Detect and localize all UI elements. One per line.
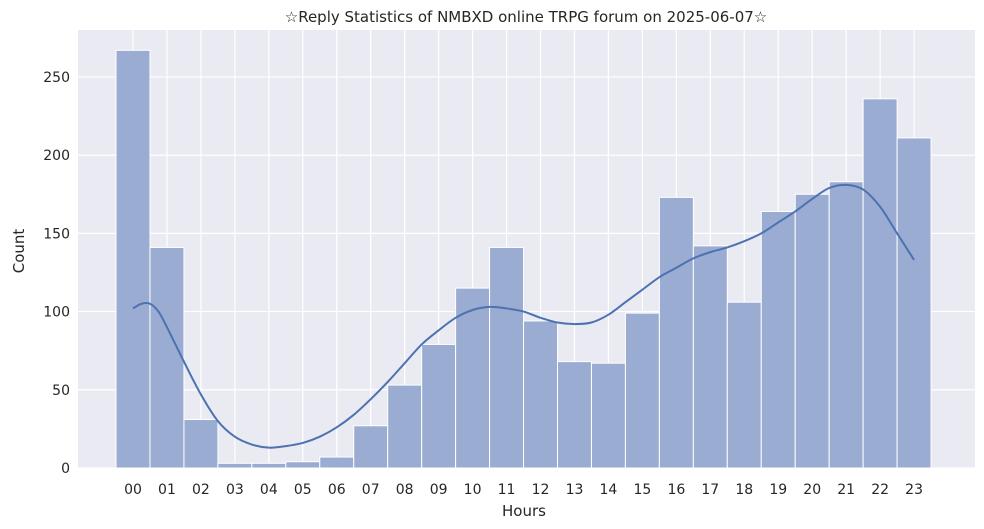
x-tick-label: 05 — [294, 482, 312, 498]
histogram-bar — [828, 181, 864, 469]
x-tick-label: 10 — [464, 482, 482, 498]
histogram-bar — [285, 461, 321, 469]
histogram-bar — [692, 245, 728, 469]
x-tick-label: 03 — [226, 482, 244, 498]
histogram-bar — [726, 301, 762, 469]
histogram-bar — [319, 456, 355, 469]
kde-layer — [132, 183, 915, 449]
x-tick-label: 02 — [192, 482, 210, 498]
x-tick-label: 13 — [566, 482, 584, 498]
x-tick-label: 00 — [124, 482, 142, 498]
histogram-bar — [115, 49, 151, 469]
histogram-bar — [455, 287, 491, 469]
histogram-bar — [590, 362, 626, 469]
x-axis-label: Hours — [502, 502, 546, 520]
histogram-bar — [896, 137, 932, 469]
kde-line — [132, 183, 915, 449]
histogram-bar — [658, 196, 694, 469]
histogram-bar — [760, 210, 796, 469]
histogram-bar — [421, 343, 457, 469]
y-axis-label: Count — [10, 229, 28, 274]
histogram-bar — [387, 384, 423, 469]
x-tick-label: 11 — [498, 482, 516, 498]
x-tick-label: 19 — [769, 482, 787, 498]
histogram-bar — [523, 320, 558, 469]
histogram-bar — [353, 425, 389, 469]
y-tick-label: 50 — [52, 383, 70, 399]
histogram-bar — [149, 246, 185, 469]
histogram-bar — [794, 193, 830, 469]
x-tick-label: 09 — [430, 482, 448, 498]
ticks-layer: 0 50 100 150 200 250 00 01 02 03 04 05 06 07 08 09 10 11 1… — [43, 70, 923, 498]
x-tick-label: 07 — [362, 482, 380, 498]
x-tick-label: 08 — [396, 482, 414, 498]
chart-title: ☆Reply Statistics of NMBXD online TRPG f… — [285, 8, 768, 26]
histogram-bar — [624, 312, 660, 469]
x-tick-label: 23 — [905, 482, 923, 498]
y-tick-label: 250 — [43, 70, 70, 86]
x-tick-label: 21 — [837, 482, 855, 498]
histogram-bar — [557, 361, 592, 469]
x-tick-label: 16 — [667, 482, 685, 498]
y-tick-label: 200 — [43, 148, 70, 164]
y-tick-label: 150 — [43, 226, 70, 242]
histogram-bar — [217, 462, 253, 469]
histogram-bar — [489, 246, 525, 469]
histogram-bar — [183, 419, 219, 469]
x-tick-label: 06 — [328, 482, 346, 498]
x-tick-label: 04 — [260, 482, 278, 498]
y-tick-label: 0 — [61, 461, 70, 477]
y-tick-label: 100 — [43, 305, 70, 321]
x-tick-label: 20 — [803, 482, 821, 498]
x-tick-label: 01 — [158, 482, 176, 498]
histogram-bar — [251, 462, 287, 469]
histogram-bar — [862, 98, 898, 469]
x-tick-label: 22 — [871, 482, 889, 498]
bars-layer — [115, 49, 932, 469]
x-tick-label: 12 — [532, 482, 550, 498]
x-tick-label: 14 — [600, 482, 618, 498]
x-tick-label: 18 — [735, 482, 753, 498]
x-tick-label: 17 — [701, 482, 719, 498]
x-tick-label: 15 — [633, 482, 651, 498]
